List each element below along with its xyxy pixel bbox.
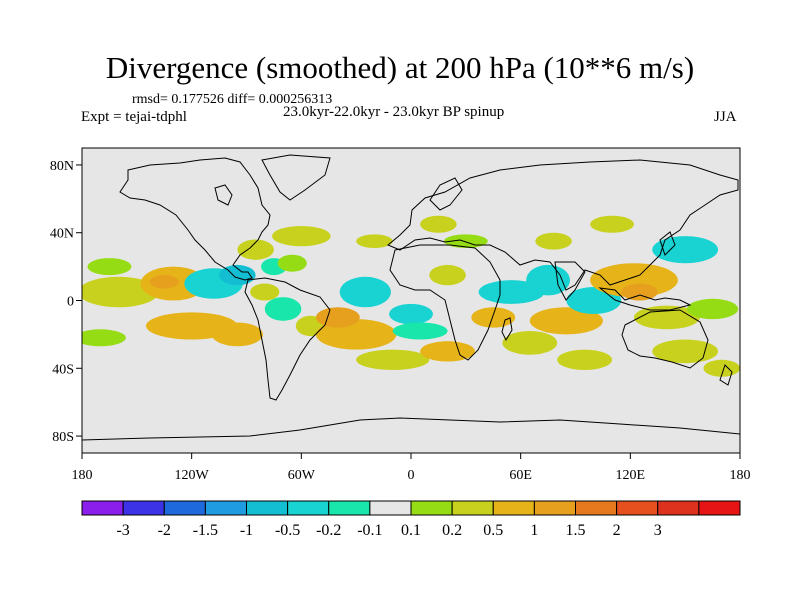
colorbar-swatch-14 xyxy=(616,500,659,516)
colorbar-label-14: 3 xyxy=(654,522,662,539)
contour-region-15 xyxy=(264,297,302,321)
colorbar-swatch-9 xyxy=(410,500,453,516)
contour-region-32 xyxy=(535,232,572,250)
colorbar-swatch-2 xyxy=(122,500,165,516)
x-tick-label-3: 60W xyxy=(288,468,316,483)
axes: 180 120W 60W 0 60E 120E 180 80N 40N 0 40S 80S xyxy=(50,159,751,483)
coastlines xyxy=(82,154,740,441)
coastline-scandinavia xyxy=(429,177,463,211)
colorbar-label-1: -3 xyxy=(116,522,129,539)
contour-region-21 xyxy=(389,303,433,325)
y-tick-label-5: 80S xyxy=(52,430,74,445)
colorbar-swatch-5 xyxy=(246,500,289,516)
colorbar: -3 -2 -1.5 -1 -0.5 -0.2 -0.1 0.1 0.2 0.5 1 1.5 2 3 xyxy=(81,500,741,539)
contour-region-11 xyxy=(250,283,280,301)
x-tick-label-6: 120E xyxy=(616,468,646,483)
contour-region-24 xyxy=(429,264,466,286)
rmsd-diff-label: rmsd= 0.177526 diff= 0.000256313 xyxy=(132,92,333,107)
contour-region-20 xyxy=(356,349,430,370)
contour-region-27 xyxy=(420,341,475,362)
colorbar-label-10: 0.5 xyxy=(483,522,503,539)
coastline-hudson-bay xyxy=(214,184,233,206)
x-tick-label-1: 180 xyxy=(72,468,93,483)
contour-region-23 xyxy=(356,234,393,248)
contour-region-2 xyxy=(87,258,132,276)
contour-region-14 xyxy=(277,254,307,272)
colorbar-label-12: 1.5 xyxy=(566,522,586,539)
coastline-australia xyxy=(621,309,709,369)
colorbar-swatch-10 xyxy=(451,500,494,516)
colorbar-label-5: -0.5 xyxy=(275,522,300,539)
coastline-maritime-continent xyxy=(598,287,692,311)
colorbar-swatch-8 xyxy=(369,500,412,516)
experiment-label: Expt = tejai-tdphl xyxy=(81,109,187,125)
contour-region-39 xyxy=(652,236,719,264)
y-tick-label-3: 0 xyxy=(67,295,74,310)
colorbar-swatch-4 xyxy=(204,500,247,516)
contour-region-38 xyxy=(590,215,634,233)
contour-region-41 xyxy=(652,339,719,364)
coastline-africa xyxy=(389,244,501,361)
contour-region-37 xyxy=(621,283,658,301)
x-tick-label-7: 180 xyxy=(730,468,751,483)
contour-region-19 xyxy=(339,276,391,308)
chart-title: Divergence (smoothed) at 200 hPa (10**6 … xyxy=(105,50,695,85)
colorbar-swatch-12 xyxy=(533,500,576,516)
contour-region-31 xyxy=(526,264,571,296)
coastline-madagascar xyxy=(501,317,513,342)
contour-region-25 xyxy=(420,215,457,233)
season-label: JJA xyxy=(714,109,737,125)
contour-region-22 xyxy=(392,322,448,340)
colorbar-label-9: 0.2 xyxy=(442,522,462,539)
colorbar-swatch-11 xyxy=(492,500,535,516)
colorbar-swatch-3 xyxy=(163,500,206,516)
colorbar-swatch-1 xyxy=(81,500,124,516)
coastline-japan xyxy=(659,231,676,256)
contour-region-10 xyxy=(237,239,274,260)
coastline-eurasia xyxy=(387,159,739,291)
colorbar-swatch-16 xyxy=(698,500,741,516)
y-tick-label-2: 40N xyxy=(50,227,74,242)
contour-region-35 xyxy=(557,349,613,370)
contour-regions xyxy=(82,215,740,377)
chart-subtitle: 23.0kyr-22.0kyr - 23.0kyr BP spinup xyxy=(283,104,505,120)
x-tick-label-4: 0 xyxy=(408,468,415,483)
coastline-antarctica xyxy=(82,417,740,441)
colorbar-swatch-7 xyxy=(328,500,371,516)
plot-background xyxy=(82,148,740,453)
x-tick-label-5: 60E xyxy=(509,468,532,483)
y-tick-label-4: 40S xyxy=(52,362,74,377)
coastline-new-zealand xyxy=(719,364,733,386)
colorbar-label-2: -2 xyxy=(158,522,171,539)
contour-region-1 xyxy=(82,276,159,308)
colorbar-label-11: 1 xyxy=(530,522,538,539)
contour-region-13 xyxy=(272,225,331,247)
contour-region-43 xyxy=(703,359,740,377)
contour-region-42 xyxy=(686,298,739,320)
colorbar-label-7: -0.1 xyxy=(357,522,382,539)
colorbar-swatch-6 xyxy=(287,500,330,516)
colorbar-label-13: 2 xyxy=(613,522,621,539)
coastline-south-america xyxy=(244,277,331,401)
coastline-greenland xyxy=(261,154,331,201)
colorbar-swatch-13 xyxy=(575,500,618,516)
colorbar-label-8: 0.1 xyxy=(401,522,421,539)
contour-region-29 xyxy=(471,307,516,328)
contour-region-18 xyxy=(315,307,360,328)
coastline-india xyxy=(554,261,586,301)
contour-region-3 xyxy=(82,329,126,347)
colorbar-swatch-15 xyxy=(657,500,700,516)
contour-region-5 xyxy=(149,275,179,289)
contour-region-30 xyxy=(502,331,558,355)
colorbar-label-3: -1.5 xyxy=(193,522,218,539)
colorbar-label-6: -0.2 xyxy=(316,522,341,539)
contour-region-33 xyxy=(529,307,603,335)
coastline-north-america xyxy=(119,157,271,281)
contour-region-9 xyxy=(211,322,263,347)
x-tick-label-2: 120W xyxy=(175,468,210,483)
colorbar-label-4: -1 xyxy=(240,522,253,539)
y-tick-label-1: 80N xyxy=(50,159,74,174)
